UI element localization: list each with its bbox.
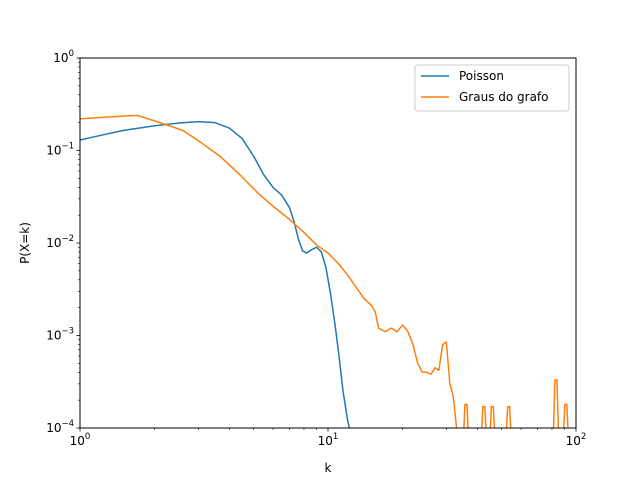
y-tick-label: 10−4 — [46, 419, 74, 435]
series-layer — [80, 114, 569, 428]
series-line-2 — [80, 114, 458, 428]
legend-frame — [414, 64, 570, 112]
x-tick-label: 102 — [566, 432, 587, 448]
y-axis-label: P(X=k) — [18, 222, 32, 264]
x-tick-label: 100 — [70, 432, 91, 448]
series-spike — [489, 405, 496, 428]
series-spike — [463, 403, 469, 428]
x-tick-label: 101 — [318, 432, 339, 448]
ticks-layer: 100 101 102 10−4 10−3 10−2 10−1 100 — [46, 49, 586, 448]
legend: Poisson Graus do grafo — [414, 64, 570, 112]
series-spike — [563, 403, 569, 428]
series-spike — [505, 405, 512, 428]
y-tick-label: 10−1 — [46, 142, 74, 158]
x-axis-label: k — [325, 461, 332, 475]
legend-label: Graus do grafo — [459, 90, 549, 104]
series-spike — [481, 405, 487, 428]
y-tick-label: 10−3 — [46, 327, 74, 343]
y-tick-label: 100 — [53, 49, 74, 65]
legend-label: Poisson — [459, 69, 504, 83]
series-spike — [552, 379, 560, 428]
y-tick-label: 10−2 — [46, 234, 74, 250]
series-line-1 — [80, 120, 351, 428]
